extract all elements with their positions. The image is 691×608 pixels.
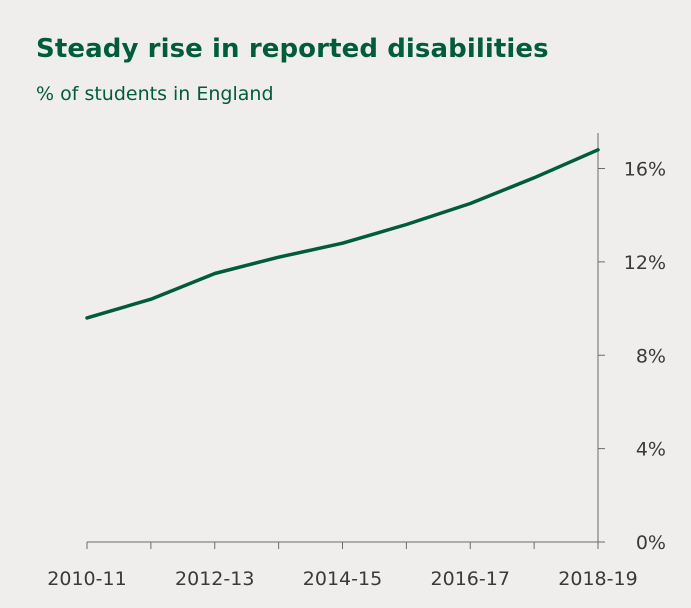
x-tick-label: 2016-17: [431, 568, 510, 590]
x-tick-label: 2010-11: [47, 568, 126, 590]
chart-title: Steady rise in reported disabilities: [36, 34, 549, 64]
y-tick-label: 0%: [636, 532, 666, 554]
x-tick-label: 2012-13: [175, 568, 254, 590]
x-tick-label: 2014-15: [303, 568, 382, 590]
series-line: [85, 148, 600, 320]
y-tick-label: 12%: [624, 252, 666, 274]
y-tick-label: 8%: [636, 345, 666, 367]
y-tick-label: 4%: [636, 439, 666, 461]
x-tick-label: 2018-19: [558, 568, 637, 590]
y-tick-label: 16%: [624, 159, 666, 181]
chart-subtitle: % of students in England: [36, 83, 274, 105]
